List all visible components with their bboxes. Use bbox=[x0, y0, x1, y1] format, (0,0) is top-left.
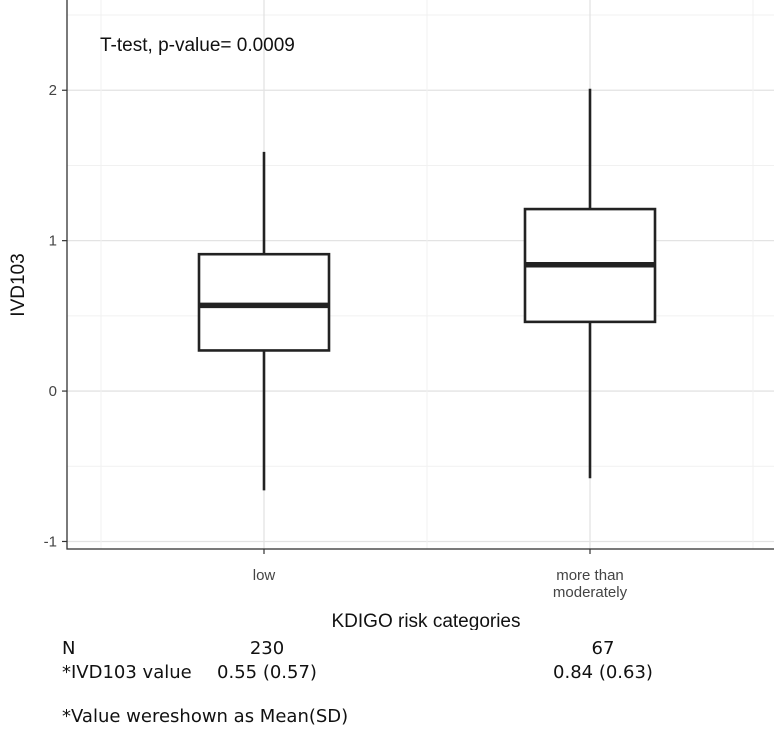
box-more-than-moderately bbox=[525, 89, 655, 479]
ivd103-value-more-than-moderately: 0.84 (0.63) bbox=[538, 662, 668, 683]
box-low bbox=[199, 152, 329, 490]
ivd103-value-label: *IVD103 value bbox=[62, 662, 192, 683]
t-test-annotation: T-test, p-value= 0.0009 bbox=[100, 35, 295, 56]
n-row: N 230 67 bbox=[62, 638, 762, 662]
y-tick-label: -1 bbox=[44, 533, 57, 550]
y-tick-label: 0 bbox=[49, 383, 57, 400]
footnote: *Value wereshown as Mean(SD) bbox=[62, 706, 348, 727]
summary-stats-table: N 230 67 *IVD103 value 0.55 (0.57) 0.84 … bbox=[62, 638, 762, 686]
grid-layer bbox=[67, 0, 774, 549]
n-value-low: 230 bbox=[202, 638, 332, 659]
iqr-box bbox=[199, 254, 329, 350]
ivd103-value-row: *IVD103 value 0.55 (0.57) 0.84 (0.63) bbox=[62, 662, 762, 686]
x-axis-title: KDIGO risk categories bbox=[332, 611, 521, 630]
n-value-more-than-moderately: 67 bbox=[538, 638, 668, 659]
ivd103-value-low: 0.55 (0.57) bbox=[202, 662, 332, 683]
y-tick-label: 2 bbox=[49, 82, 57, 99]
x-tick-label: low bbox=[253, 567, 276, 584]
y-tick-label: 1 bbox=[49, 233, 57, 250]
x-tick-label: moderately bbox=[553, 584, 628, 601]
x-tick-label: more than bbox=[556, 567, 624, 584]
y-axis-title: IVD103 bbox=[8, 253, 29, 316]
n-label: N bbox=[62, 638, 75, 659]
